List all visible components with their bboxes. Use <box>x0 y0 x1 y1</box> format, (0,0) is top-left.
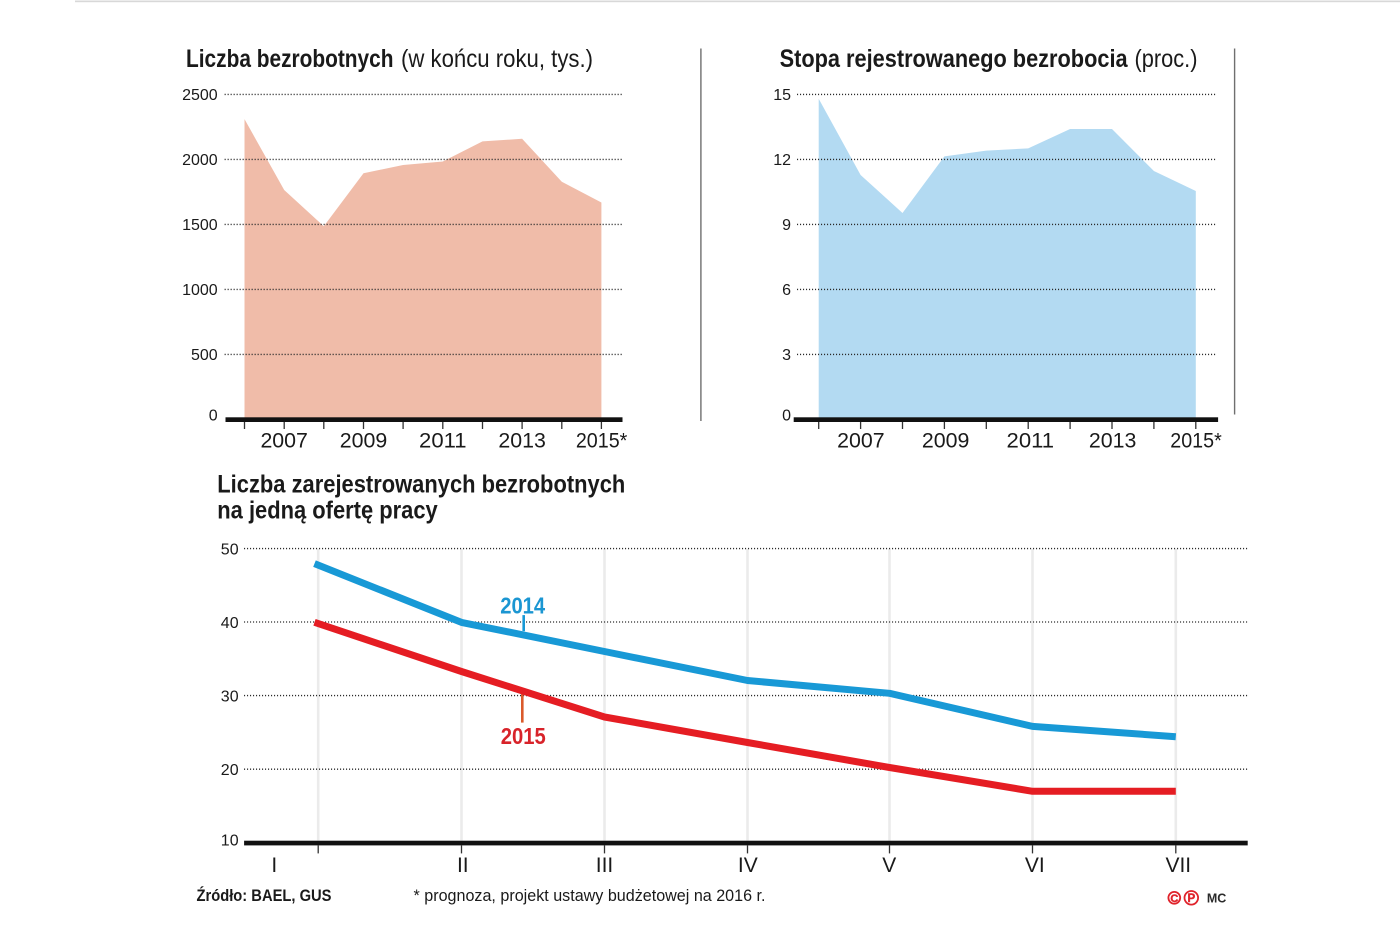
svg-text:6: 6 <box>782 282 791 299</box>
svg-text:1000: 1000 <box>182 282 218 299</box>
svg-text:VI: VI <box>1025 854 1045 877</box>
svg-text:MC: MC <box>1207 891 1226 905</box>
svg-text:3: 3 <box>782 347 791 364</box>
svg-text:C: C <box>1170 893 1178 905</box>
svg-text:2015: 2015 <box>501 723 546 749</box>
svg-text:2007: 2007 <box>260 429 308 453</box>
svg-text:VII: VII <box>1165 854 1191 877</box>
svg-text:2015*: 2015* <box>576 429 628 453</box>
svg-text:2011: 2011 <box>419 429 467 453</box>
svg-text:na jedną ofertę pracy: na jedną ofertę pracy <box>217 497 437 525</box>
svg-text:Liczba bezrobotnych: Liczba bezrobotnych <box>186 45 394 73</box>
svg-text:30: 30 <box>221 688 239 705</box>
svg-text:20: 20 <box>221 762 239 779</box>
svg-text:2013: 2013 <box>498 429 546 453</box>
svg-text:0: 0 <box>782 408 791 425</box>
svg-text:IV: IV <box>738 854 758 877</box>
svg-text:2014: 2014 <box>500 592 545 618</box>
svg-text:I: I <box>271 854 277 877</box>
svg-text:V: V <box>882 854 896 877</box>
svg-text:Źródło: BAEL, GUS: Źródło: BAEL, GUS <box>197 886 332 905</box>
svg-text:1500: 1500 <box>182 217 218 234</box>
svg-text:2009: 2009 <box>922 429 970 453</box>
svg-text:Liczba zarejestrowanych bezrob: Liczba zarejestrowanych bezrobotnych <box>217 471 625 499</box>
svg-text:50: 50 <box>221 541 239 558</box>
svg-text:P: P <box>1187 893 1195 905</box>
svg-text:0: 0 <box>209 408 218 425</box>
svg-text:40: 40 <box>221 615 239 632</box>
svg-text:II: II <box>457 854 469 877</box>
svg-text:2009: 2009 <box>340 429 388 453</box>
svg-text:12: 12 <box>773 152 791 169</box>
svg-text:2011: 2011 <box>1007 429 1055 453</box>
svg-text:III: III <box>596 854 614 877</box>
svg-text:500: 500 <box>191 347 218 364</box>
svg-text:* prognoza, projekt ustawy bud: * prognoza, projekt ustawy budżetowej na… <box>414 886 766 905</box>
svg-text:10: 10 <box>221 833 239 850</box>
svg-text:2013: 2013 <box>1089 429 1137 453</box>
svg-text:2015*: 2015* <box>1170 429 1222 453</box>
svg-text:15: 15 <box>773 87 791 104</box>
svg-text:(proc.): (proc.) <box>1135 45 1198 73</box>
svg-text:2500: 2500 <box>182 87 218 104</box>
svg-text:(w końcu roku, tys.): (w końcu roku, tys.) <box>401 45 593 73</box>
svg-text:2007: 2007 <box>837 429 885 453</box>
svg-text:2000: 2000 <box>182 152 218 169</box>
svg-text:9: 9 <box>782 217 791 234</box>
svg-text:Stopa rejestrowanego bezroboci: Stopa rejestrowanego bezrobocia <box>780 45 1129 73</box>
